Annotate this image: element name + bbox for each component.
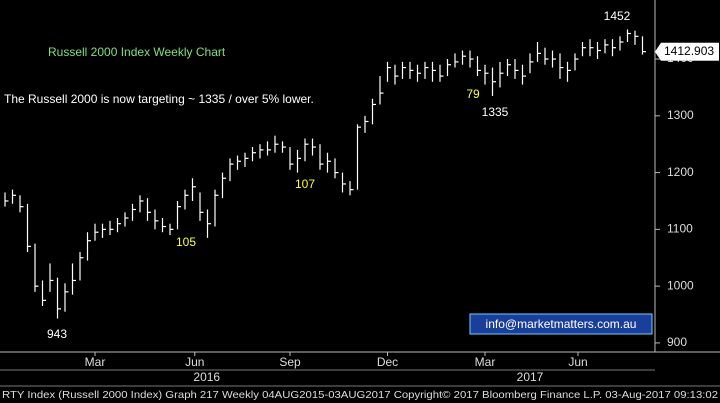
annotation: 943 [47, 327, 67, 341]
year-label: 2017 [517, 370, 544, 384]
x-tick-label: Sep [279, 355, 301, 369]
annotation: 105 [176, 235, 196, 249]
y-tick-label: 1300 [667, 108, 694, 122]
x-tick-label: Mar [475, 355, 496, 369]
chart-title: Russell 2000 Index Weekly Chart [48, 45, 226, 59]
watermark-box [469, 313, 653, 335]
y-tick-label: 1100 [667, 222, 693, 236]
annotation: 1335 [482, 105, 509, 119]
y-tick-label: 900 [667, 335, 687, 349]
y-tick-label: 1000 [667, 278, 694, 292]
annotation: 1452 [604, 9, 631, 23]
year-label: 2016 [193, 370, 220, 384]
subtitle: The Russell 2000 is now targeting ~ 1335… [4, 92, 314, 106]
x-tick-label: Jun [185, 355, 204, 369]
y-tick-label: 1200 [667, 165, 694, 179]
watermark: info@marketmatters.com.au [486, 317, 637, 331]
annotation: 79 [466, 87, 480, 101]
footer: RTY Index (Russell 2000 Index) Graph 217… [2, 389, 718, 401]
x-tick-label: Mar [85, 355, 106, 369]
last-price-box [661, 42, 719, 61]
last-price-pointer [655, 42, 661, 61]
annotation: 107 [295, 177, 315, 191]
last-price-label: 1412.903 [664, 44, 714, 58]
x-tick-label: Jun [568, 355, 587, 369]
x-tick-label: Dec [377, 355, 398, 369]
